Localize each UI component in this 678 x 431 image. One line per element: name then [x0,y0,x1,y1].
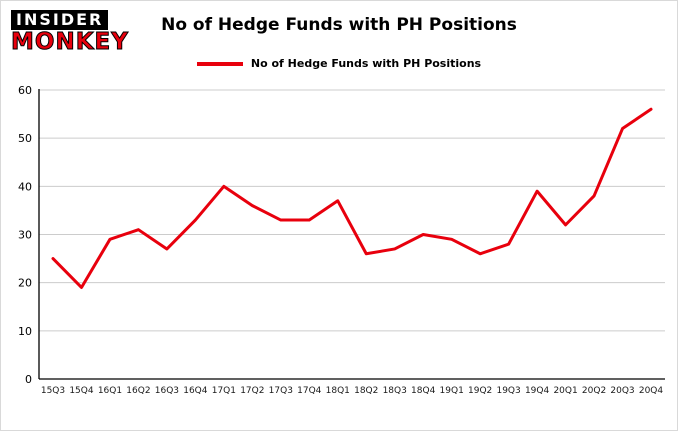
x-tick-label: 19Q2 [468,386,492,396]
x-tick-label: 19Q4 [525,386,550,396]
x-tick-label: 18Q1 [326,386,350,396]
insider-monkey-logo: INSIDER MONKEY [11,10,129,54]
x-tick-label: 20Q3 [610,386,634,396]
y-tick-label: 40 [18,180,32,193]
logo-text-insider: INSIDER [11,10,109,30]
x-tick-label: 18Q3 [383,386,407,396]
x-tick-label: 20Q2 [582,386,606,396]
x-tick-label: 18Q4 [411,386,436,396]
chart-title: No of Hedge Funds with PH Positions [161,15,517,35]
x-tick-label: 17Q1 [212,386,236,396]
x-tick-label: 16Q3 [155,386,179,396]
chart-legend: No of Hedge Funds with PH Positions [1,57,677,70]
logo-text-monkey: MONKEY [11,29,129,55]
series-line [51,107,653,289]
x-tick-label: 16Q1 [98,386,122,396]
x-tick-label: 17Q3 [269,386,293,396]
x-tick-label: 16Q4 [183,386,208,396]
y-tick-label: 30 [18,229,32,242]
x-tick-label: 20Q1 [553,386,577,396]
y-tick-label: 10 [18,325,32,338]
legend-line-swatch [196,61,243,66]
x-tick-label: 16Q2 [126,386,150,396]
x-tick-label: 15Q4 [69,386,94,396]
x-tick-label: 20Q4 [639,386,664,396]
y-tick-label: 50 [18,132,32,145]
legend-label: No of Hedge Funds with PH Positions [250,57,482,70]
x-tick-label: 19Q1 [440,386,464,396]
x-tick-label: 15Q3 [41,386,65,396]
y-tick-label: 60 [18,84,32,97]
x-tick-label: 19Q3 [496,386,520,396]
x-tick-label: 17Q2 [240,386,264,396]
y-tick-label: 0 [25,373,32,386]
x-tick-label: 18Q2 [354,386,378,396]
y-tick-label: 20 [18,277,32,290]
x-tick-label: 17Q4 [297,386,322,396]
